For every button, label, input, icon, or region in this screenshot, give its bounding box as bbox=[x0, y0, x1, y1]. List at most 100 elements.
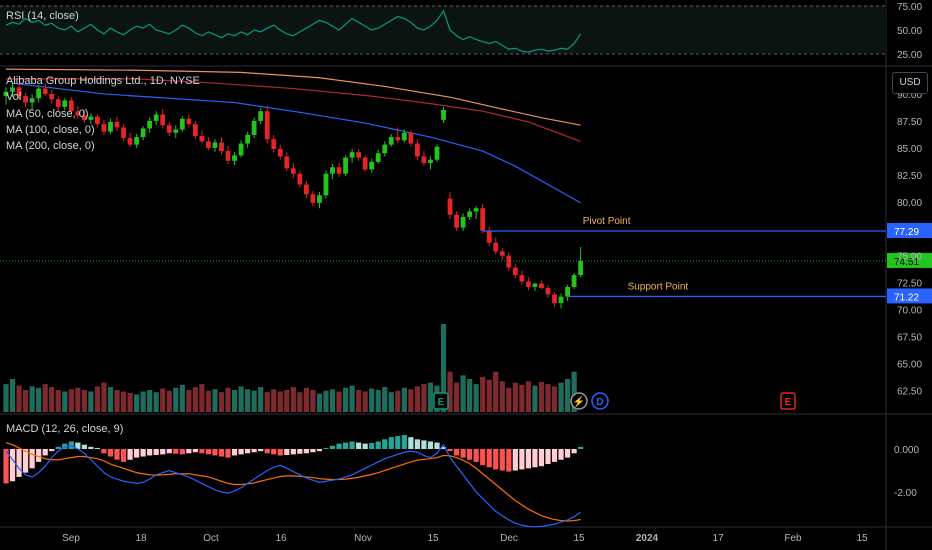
volume-bar bbox=[506, 387, 512, 412]
macd-histogram-bar bbox=[329, 445, 336, 449]
price-tick-label: 72.50 bbox=[897, 279, 922, 290]
ma50-label[interactable]: MA (50, close, 0) bbox=[6, 108, 89, 120]
candle-body bbox=[186, 118, 192, 125]
support-point-price-tag bbox=[887, 288, 932, 304]
macd-histogram-bar bbox=[160, 449, 166, 455]
macd-histogram-bar bbox=[460, 449, 466, 458]
volume-bar bbox=[160, 388, 166, 412]
volume-bar bbox=[460, 375, 466, 412]
ma200-label[interactable]: MA (200, close, 0) bbox=[6, 140, 95, 152]
candle-body bbox=[356, 152, 362, 158]
candle-body bbox=[245, 134, 251, 144]
candle-body bbox=[114, 121, 120, 128]
candle-body bbox=[526, 281, 531, 287]
volume-bar bbox=[173, 387, 179, 412]
rsi-pane bbox=[0, 5, 886, 55]
volume-bar bbox=[199, 384, 205, 412]
volume-bar bbox=[134, 394, 140, 412]
volume-bar bbox=[81, 390, 87, 412]
volume-bar bbox=[427, 382, 434, 412]
macd-histogram-bar bbox=[101, 449, 107, 454]
event-markers[interactable]: E ⚡ D E bbox=[433, 392, 796, 410]
candle-body bbox=[428, 159, 433, 163]
macd-histogram-bar bbox=[231, 449, 238, 456]
candle-body bbox=[166, 125, 172, 133]
price-tick-label: 65.00 bbox=[897, 359, 922, 370]
candle-body bbox=[101, 124, 107, 132]
macd-histogram-bar bbox=[356, 442, 362, 449]
earnings-marker[interactable] bbox=[433, 392, 449, 410]
candle-body bbox=[258, 111, 264, 121]
price-tick-label: 82.50 bbox=[897, 171, 922, 182]
macd-histogram-bar bbox=[473, 449, 479, 462]
time-tick-label: 15 bbox=[573, 533, 585, 544]
candle-body bbox=[10, 87, 15, 92]
volume-bar bbox=[68, 389, 74, 412]
upcoming-earnings-marker[interactable] bbox=[780, 392, 796, 410]
rsi-label[interactable]: RSI (14, close) bbox=[6, 10, 79, 22]
volume-bar bbox=[225, 387, 231, 412]
macd-histogram-bar bbox=[264, 449, 270, 454]
macd-histogram-bar bbox=[107, 449, 114, 457]
macd-histogram-bar bbox=[75, 442, 81, 449]
volume-bar bbox=[290, 387, 296, 412]
candle-body bbox=[16, 87, 22, 97]
candle-body bbox=[127, 138, 133, 145]
ma100-label[interactable]: MA (100, close, 0) bbox=[6, 124, 95, 136]
volume-bar bbox=[329, 389, 336, 412]
macd-histogram-bar bbox=[81, 444, 87, 449]
candle-body bbox=[558, 296, 564, 304]
candle-body bbox=[460, 216, 466, 228]
currency-button[interactable]: USD bbox=[892, 72, 928, 94]
candle-body bbox=[108, 121, 113, 132]
volume-bar bbox=[88, 391, 94, 412]
volume-bar bbox=[414, 386, 420, 412]
macd-histogram-bar bbox=[173, 449, 179, 454]
macd-tick-label: 0.000 bbox=[894, 445, 919, 456]
volume-bar bbox=[264, 392, 270, 412]
split-marker[interactable] bbox=[570, 392, 588, 410]
macd-histogram-bar bbox=[434, 442, 440, 449]
macd-histogram-bar bbox=[258, 449, 264, 452]
macd-histogram-bar bbox=[16, 449, 22, 477]
candle-body bbox=[382, 144, 388, 154]
candle-body bbox=[121, 127, 126, 139]
macd-histogram-bar bbox=[186, 449, 192, 454]
candle-body bbox=[545, 288, 551, 295]
macd-histogram-bar bbox=[375, 441, 381, 449]
macd-histogram-bar bbox=[3, 449, 9, 484]
volume-bar bbox=[22, 390, 29, 412]
macd-histogram-bar bbox=[440, 446, 447, 449]
volume-bar bbox=[486, 379, 492, 412]
macd-histogram-bar bbox=[238, 449, 244, 455]
candle-body bbox=[3, 91, 9, 97]
candle-body bbox=[480, 208, 486, 231]
candle-body bbox=[532, 283, 538, 287]
macd-histogram-bar bbox=[192, 449, 198, 453]
macd-histogram-bar bbox=[310, 449, 316, 453]
volume-bar bbox=[205, 390, 212, 412]
volume-bar bbox=[36, 387, 42, 412]
volume-bar bbox=[231, 390, 238, 412]
time-tick-label: 2024 bbox=[636, 533, 659, 544]
candle-body bbox=[95, 116, 100, 125]
volume-bar bbox=[538, 381, 545, 412]
time-tick-label: 17 bbox=[712, 533, 724, 544]
dividend-marker[interactable] bbox=[591, 392, 609, 410]
volume-bar bbox=[238, 386, 244, 412]
candle-body bbox=[349, 152, 355, 158]
time-tick-label: Sep bbox=[62, 533, 80, 544]
volume-bar bbox=[545, 384, 551, 412]
vol-label[interactable]: Vol bbox=[6, 91, 22, 103]
macd-label[interactable]: MACD (12, 26, close, 9) bbox=[6, 423, 124, 435]
candle-body bbox=[323, 173, 329, 196]
support-point-price-label: 71.22 bbox=[894, 292, 919, 303]
macd-histogram-bar bbox=[323, 447, 329, 449]
macd-histogram-bar bbox=[369, 442, 375, 449]
symbol-title[interactable]: Alibaba Group Holdings Ltd., 1D, NYSE bbox=[6, 75, 200, 87]
macd-histogram-bar bbox=[486, 449, 492, 468]
volume-bar bbox=[297, 392, 303, 412]
time-tick-label: 15 bbox=[856, 533, 868, 544]
